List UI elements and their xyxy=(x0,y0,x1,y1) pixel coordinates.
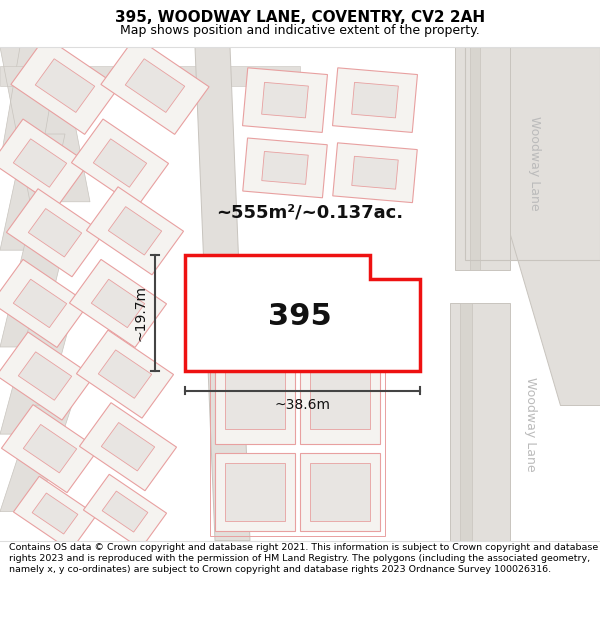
Polygon shape xyxy=(109,207,161,255)
Text: Woodway Lane: Woodway Lane xyxy=(529,116,542,211)
Polygon shape xyxy=(11,37,119,134)
Polygon shape xyxy=(125,59,185,112)
Polygon shape xyxy=(83,474,167,549)
Polygon shape xyxy=(465,47,600,260)
Polygon shape xyxy=(225,463,285,521)
Polygon shape xyxy=(460,303,472,541)
Polygon shape xyxy=(195,47,250,541)
Polygon shape xyxy=(310,463,370,521)
Polygon shape xyxy=(352,156,398,189)
Polygon shape xyxy=(13,279,67,328)
Polygon shape xyxy=(262,82,308,118)
Polygon shape xyxy=(71,119,169,207)
Polygon shape xyxy=(352,82,398,118)
Polygon shape xyxy=(455,47,600,347)
Polygon shape xyxy=(35,59,95,112)
Polygon shape xyxy=(300,454,380,531)
Text: ~19.7m: ~19.7m xyxy=(133,285,147,341)
Polygon shape xyxy=(0,47,90,202)
Polygon shape xyxy=(94,139,146,188)
Polygon shape xyxy=(300,347,380,444)
Polygon shape xyxy=(225,357,285,429)
Polygon shape xyxy=(455,47,510,269)
Polygon shape xyxy=(185,255,420,371)
Polygon shape xyxy=(13,139,67,188)
Polygon shape xyxy=(23,424,77,473)
Polygon shape xyxy=(1,404,98,492)
Text: Map shows position and indicative extent of the property.: Map shows position and indicative extent… xyxy=(120,24,480,36)
Polygon shape xyxy=(0,259,89,348)
Polygon shape xyxy=(310,357,370,429)
Polygon shape xyxy=(332,68,418,132)
Polygon shape xyxy=(70,259,167,348)
Polygon shape xyxy=(455,47,600,405)
Polygon shape xyxy=(450,303,510,541)
Polygon shape xyxy=(19,352,71,400)
Polygon shape xyxy=(91,279,145,328)
Polygon shape xyxy=(0,322,70,434)
Text: Woodway Lane: Woodway Lane xyxy=(523,377,536,472)
Polygon shape xyxy=(0,47,60,163)
Polygon shape xyxy=(76,330,173,418)
Polygon shape xyxy=(215,347,295,444)
Polygon shape xyxy=(333,143,417,202)
Polygon shape xyxy=(0,66,300,86)
Polygon shape xyxy=(0,119,89,207)
Text: Contains OS data © Crown copyright and database right 2021. This information is : Contains OS data © Crown copyright and d… xyxy=(9,543,598,574)
Polygon shape xyxy=(98,350,152,398)
Polygon shape xyxy=(0,231,68,347)
Polygon shape xyxy=(13,476,97,551)
Polygon shape xyxy=(0,405,72,512)
Polygon shape xyxy=(79,402,176,491)
Polygon shape xyxy=(101,37,209,134)
Polygon shape xyxy=(215,454,295,531)
Polygon shape xyxy=(86,187,184,275)
Text: 395: 395 xyxy=(268,301,332,331)
Polygon shape xyxy=(28,209,82,257)
Polygon shape xyxy=(470,47,480,269)
Text: ~555m²/~0.137ac.: ~555m²/~0.137ac. xyxy=(217,203,404,221)
Polygon shape xyxy=(243,138,327,198)
Polygon shape xyxy=(0,134,65,250)
Polygon shape xyxy=(32,493,78,534)
Text: 395, WOODWAY LANE, COVENTRY, CV2 2AH: 395, WOODWAY LANE, COVENTRY, CV2 2AH xyxy=(115,10,485,25)
Polygon shape xyxy=(0,332,94,420)
Polygon shape xyxy=(101,422,155,471)
Polygon shape xyxy=(242,68,328,132)
Polygon shape xyxy=(262,151,308,184)
Polygon shape xyxy=(102,491,148,532)
Polygon shape xyxy=(7,189,104,277)
Text: ~38.6m: ~38.6m xyxy=(275,398,331,412)
